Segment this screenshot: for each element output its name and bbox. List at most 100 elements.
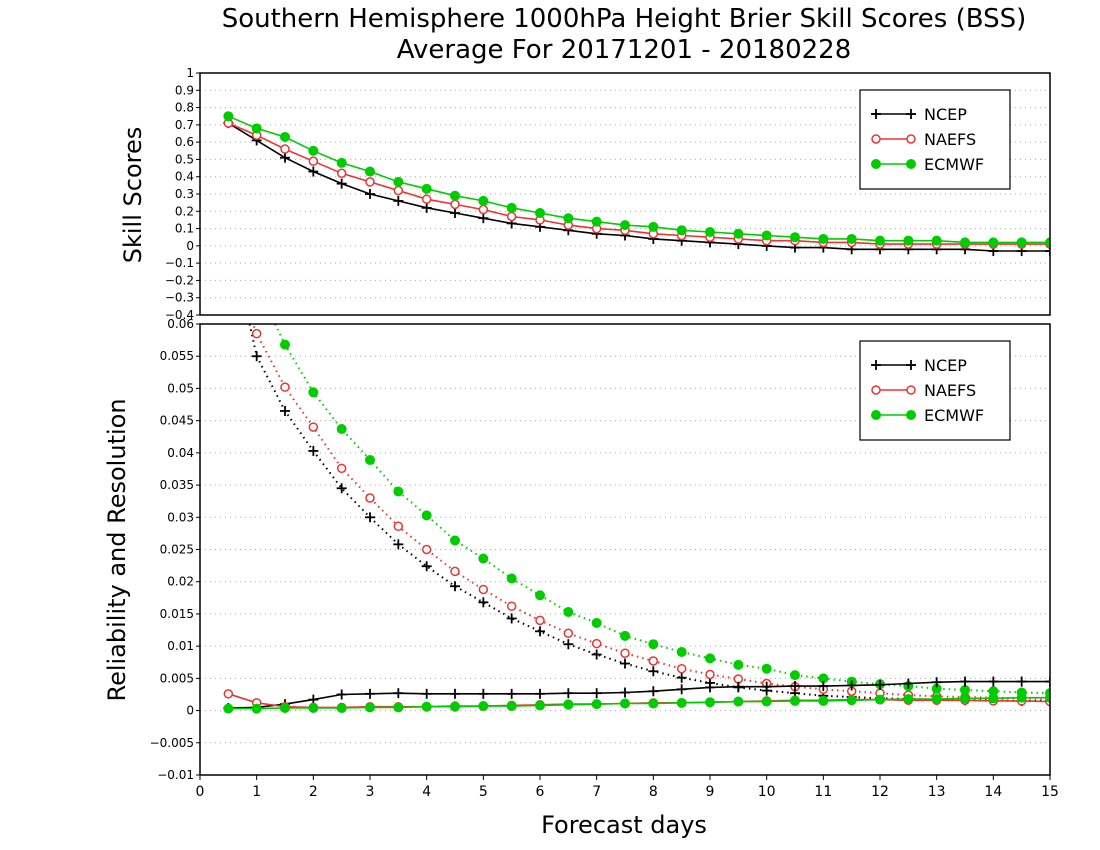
point-naefs [478,204,489,215]
legend-label-naefs: NAEFS [924,130,976,149]
x-axis-label: Forecast days [541,811,707,839]
point-naefs-resolution [563,628,574,639]
legend-item-naefs: NAEFS [871,381,976,400]
point-naefs-resolution [705,669,715,680]
reliability-resolution-series [223,324,1050,714]
legend-marker [906,134,916,144]
point-ncep-reliability [393,688,404,699]
point-ncep-reliability [790,681,800,692]
point-ecmwf-reliability [336,702,347,713]
point-ecmwf [506,202,517,213]
y-tick-label: 0.025 [160,543,194,557]
x-tick-label: 2 [309,784,318,800]
point-naefs [365,177,375,187]
point-ecmwf-reliability [251,703,262,714]
legend-marker [871,410,881,420]
point-ecmwf-resolution [506,573,517,584]
point-ecmwf-reliability [960,693,970,704]
y-tick-label: −0.1 [165,256,194,270]
point-ecmwf [421,183,432,194]
legend-marker [906,410,916,420]
point-ncep-resolution [421,561,432,572]
point-ecmwf-reliability [393,702,404,713]
point-ncep-reliability [931,677,942,688]
legend-label-ncep: NCEP [924,356,967,375]
x-tick-label: 9 [706,784,715,800]
point-ecmwf [931,235,942,246]
point-ecmwf [393,176,404,187]
point-ecmwf-reliability [818,695,829,706]
point-ncep [280,152,290,163]
legend-label-naefs: NAEFS [924,381,976,400]
point-ecmwf-reliability [563,699,574,710]
series-ecmwf [223,111,1050,248]
point-ecmwf-resolution [421,510,432,521]
legend-item-ecmwf: ECMWF [871,155,984,174]
point-ecmwf [591,216,602,227]
point-ncep-reliability [478,688,489,699]
x-tick-label: 14 [984,784,1002,800]
point-ncep-resolution [620,658,630,669]
chart-title-line1: Southern Hemisphere 1000hPa Height Brier… [222,4,1027,34]
point-ecmwf [308,145,319,156]
y-tick-label: −0.01 [157,768,194,782]
legend-item-naefs: NAEFS [871,130,976,149]
point-naefs-resolution [251,328,262,339]
y-tick-label: −0.4 [165,308,194,322]
x-tick-label: 3 [366,784,375,800]
point-naefs [421,194,432,204]
y-tick-label: 0 [186,704,194,718]
point-ecmwf-resolution [563,606,574,617]
y-tick-label: 0.1 [175,222,194,236]
legend-marker [906,159,916,169]
point-ecmwf-reliability [223,703,234,714]
point-ecmwf [988,237,999,248]
y-tick-label: 0.01 [167,639,194,653]
reliability-resolution-panel: −0.01 −0.005 0 0.005 0.01 0.015 0.02 0.025 0.03 0… [103,317,1059,800]
point-ncep-resolution [251,351,262,362]
point-ecmwf [280,131,290,142]
y-tick-label: 0.005 [160,671,194,685]
point-naefs-resolution [365,493,375,503]
point-ncep-resolution [450,581,460,592]
point-naefs-resolution [308,422,319,432]
x-tick-label: 10 [758,784,776,800]
point-ncep-resolution [365,512,375,523]
y-tick-label: 0.055 [160,349,194,363]
point-ncep-reliability [818,681,829,692]
point-naefs [450,199,460,210]
point-ecmwf-resolution [676,646,687,657]
point-ecmwf [761,230,772,241]
y-tick-label: 0.02 [167,575,194,589]
point-ecmwf-reliability [676,697,687,708]
point-naefs [393,185,404,196]
point-ncep [365,189,375,199]
point-ncep-reliability [591,688,602,699]
point-ecmwf [620,220,630,231]
point-ncep-reliability [705,682,715,693]
y-tick-label: −0.005 [150,736,194,750]
x-tick-label: 4 [422,784,431,800]
point-ncep-reliability [1016,676,1027,687]
point-naefs-resolution [336,463,347,474]
y-tick-label: 0.4 [175,170,194,184]
point-ecmwf-reliability [478,701,489,712]
point-ecmwf-resolution [336,424,347,435]
skill-scores-y-axis-label: Skill Scores [119,127,147,264]
point-ecmwf-reliability [308,702,319,713]
x-tick-label: 6 [536,784,545,800]
point-naefs-resolution [280,382,290,392]
point-ecmwf-reliability [421,701,432,712]
legend-marker [906,360,916,370]
legend-label-ecmwf: ECMWF [924,406,984,425]
x-tick-label: 11 [814,784,832,800]
x-tick-label: 8 [649,784,658,800]
point-ecmwf-reliability [733,696,744,707]
chart-title-line2: Average For 20171201 - 20180228 [397,35,852,65]
point-ncep-resolution [535,626,545,637]
point-ncep-reliability [365,688,375,699]
point-ecmwf-reliability [1016,692,1027,703]
point-ncep-reliability [761,681,772,692]
x-tick-label: 12 [871,784,889,800]
point-ecmwf [478,195,489,206]
